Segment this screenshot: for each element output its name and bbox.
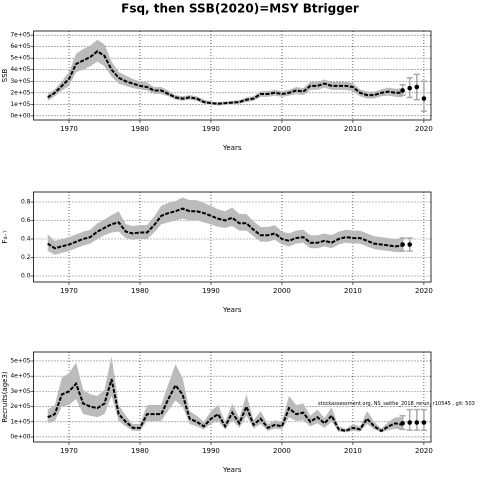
y-tick-label: 0.4 [21, 235, 31, 242]
plot-frame [33, 30, 432, 121]
y-tick-label: 1e+05 [10, 418, 30, 425]
x-tick-label: 2010 [344, 447, 362, 455]
x-tick-label: 2020 [415, 287, 433, 295]
x-axis-label: Years [222, 306, 242, 314]
y-tick-label: 2e+05 [10, 89, 30, 96]
forecast-point [400, 242, 405, 247]
confidence-band [47, 356, 403, 433]
y-tick-label: 0e+00 [10, 112, 30, 119]
y-tick-label: 1e+05 [10, 101, 30, 108]
x-tick-label: 2010 [344, 125, 362, 133]
x-tick-label: 1980 [131, 125, 149, 133]
y-tick-label: 0.2 [21, 254, 31, 261]
y-tick-label: 4e+05 [10, 66, 30, 73]
y-tick-label: 0.8 [21, 198, 31, 205]
y-tick-label: 7e+05 [10, 32, 30, 39]
confidence-band [47, 197, 403, 255]
x-tick-label: 2000 [273, 447, 291, 455]
forecast-point [407, 420, 413, 425]
x-axis-label: Years [222, 144, 242, 152]
forecast-point [414, 420, 420, 425]
x-axis-label: Years [222, 466, 242, 474]
y-tick-label: 5e+05 [10, 357, 30, 364]
estimate-line [47, 207, 403, 250]
y-tick-label: 3e+05 [10, 388, 30, 395]
x-tick-label: 1990 [202, 447, 220, 455]
y-axis-label: SSB [1, 68, 9, 82]
y-tick-label: 3e+05 [10, 78, 30, 85]
plot-frame [33, 351, 432, 443]
x-tick-label: 2000 [273, 287, 291, 295]
x-tick-label: 2010 [344, 287, 362, 295]
forecast-point [400, 421, 405, 426]
x-tick-label: 2020 [415, 125, 433, 133]
chart-title: Fsq, then SSB(2020)=MSY Btrigger [121, 2, 359, 16]
y-tick-label: 2e+05 [10, 403, 30, 410]
y-tick-label: 6e+05 [10, 43, 30, 50]
forecast-point [414, 84, 420, 90]
estimate-line [47, 50, 403, 105]
forecast-point [407, 85, 413, 91]
y-axis-label: Recruits(age3) [1, 371, 9, 423]
y-tick-label: 4e+05 [10, 373, 30, 380]
y-tick-label: 0e+00 [10, 433, 30, 440]
y-tick-label: 0.0 [21, 272, 31, 279]
x-tick-label: 1970 [60, 447, 78, 455]
x-tick-label: 2020 [415, 447, 433, 455]
forecast-point [421, 420, 427, 425]
confidence-band [47, 39, 403, 106]
forecast-point [407, 242, 413, 247]
annotation: stockassessment.org, NS_saithe_2018_reru… [318, 401, 475, 407]
plot-frame [33, 191, 432, 283]
x-tick-label: 1990 [202, 287, 220, 295]
estimate-line [47, 378, 403, 433]
forecast-point [400, 88, 405, 93]
x-tick-label: 1980 [131, 287, 149, 295]
y-tick-label: 5e+05 [10, 55, 30, 62]
x-tick-label: 1970 [60, 125, 78, 133]
x-tick-label: 1970 [60, 287, 78, 295]
y-axis-label: F₄₋₇ [1, 230, 9, 244]
x-tick-label: 1990 [202, 125, 220, 133]
x-tick-label: 2000 [273, 125, 291, 133]
forecast-point [421, 96, 427, 101]
y-tick-label: 0.6 [21, 217, 31, 224]
x-tick-label: 1980 [131, 447, 149, 455]
